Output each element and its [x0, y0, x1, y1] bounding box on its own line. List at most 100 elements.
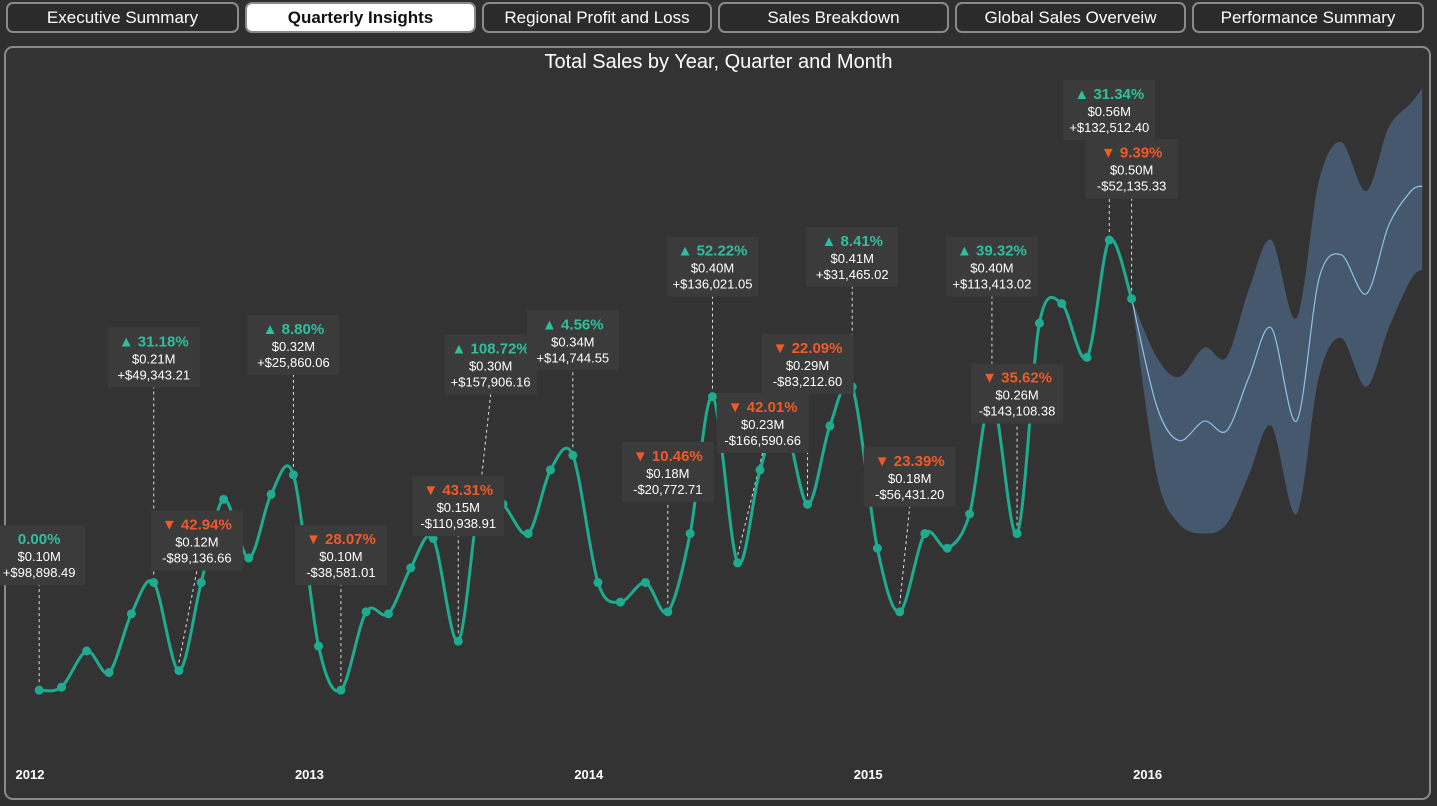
- annotation-value-3: $0.32M: [272, 339, 315, 354]
- tab-executive-summary[interactable]: Executive Summary: [6, 2, 239, 33]
- annotation-delta-12: +$31,465.02: [816, 267, 889, 282]
- annotation-value-5: $0.15M: [437, 500, 480, 515]
- annotation-delta-2: -$89,136.66: [162, 551, 231, 566]
- data-point-8: [219, 494, 229, 504]
- annotation-value-11: $0.29M: [786, 358, 829, 373]
- data-point-10: [266, 489, 276, 499]
- annotation-box-17: [1085, 138, 1178, 199]
- annotation-leader-2: [178, 570, 198, 663]
- tab-performance-summary[interactable]: Performance Summary: [1192, 2, 1424, 33]
- annotation-labels: 0.00%$0.10M+$98,898.49▲ 31.18%$0.21M+$49…: [0, 80, 1178, 586]
- annotation-value-4: $0.10M: [319, 549, 362, 564]
- data-point-39: [942, 543, 952, 553]
- annotation-box-6: [444, 334, 537, 395]
- annotation-value-13: $0.18M: [888, 471, 931, 486]
- annotation-box-14: [945, 236, 1038, 297]
- annotation-delta-6: +$157,906.16: [451, 374, 531, 389]
- data-point-12: [314, 641, 324, 651]
- tab-global-sales-overview[interactable]: Global Sales Overveiw: [955, 2, 1186, 33]
- x-tick-2014: 2014: [574, 767, 604, 782]
- data-point-34: [825, 421, 835, 431]
- annotation-box-0: [0, 525, 86, 586]
- annotation-pct-3: ▲ 8.80%: [263, 321, 325, 338]
- data-point-5: [149, 578, 159, 587]
- annotation-pct-10: ▼ 42.01%: [728, 399, 798, 416]
- chart-title: Total Sales by Year, Quarter and Month: [544, 51, 893, 73]
- annotation-delta-10: -$166,590.66: [724, 433, 801, 448]
- data-point-14: [361, 607, 371, 617]
- annotation-box-7: [526, 310, 619, 371]
- annotation-value-9: $0.40M: [691, 261, 734, 276]
- forecast-line: [1131, 185, 1423, 442]
- data-point-0: [34, 685, 44, 695]
- annotation-delta-5: -$110,938.91: [420, 516, 496, 531]
- data-point-9: [244, 553, 254, 563]
- annotation-box-15: [971, 363, 1064, 424]
- annotation-box-13: [863, 446, 956, 507]
- data-point-28: [685, 529, 695, 539]
- annotation-leader-13: [899, 506, 911, 604]
- annotation-delta-9: +$136,021.05: [673, 277, 753, 292]
- tab-sales-breakdown[interactable]: Sales Breakdown: [718, 2, 949, 33]
- data-point-11: [288, 470, 298, 480]
- annotation-value-0: $0.10M: [17, 549, 60, 564]
- annotation-delta-17: -$52,135.33: [1097, 179, 1166, 194]
- annotation-delta-15: -$143,108.38: [979, 404, 1056, 419]
- annotation-delta-7: +$14,744.55: [537, 350, 610, 365]
- annotation-value-1: $0.21M: [132, 352, 175, 367]
- data-point-15: [383, 609, 393, 619]
- annotation-leader-6: [480, 394, 492, 487]
- annotation-box-4: [294, 525, 387, 586]
- data-point-47: [1127, 294, 1137, 304]
- tab-quarterly-insights[interactable]: Quarterly Insights: [245, 2, 476, 33]
- annotation-box-8: [621, 441, 714, 502]
- annotation-box-11: [761, 334, 854, 395]
- annotation-pct-6: ▲ 108.72%: [452, 340, 530, 357]
- annotation-pct-16: ▲ 31.34%: [1074, 86, 1144, 103]
- annotation-pct-13: ▼ 23.39%: [875, 453, 945, 470]
- annotation-box-16: [1063, 80, 1156, 140]
- data-point-30: [733, 558, 743, 568]
- forecast-band-area: [1131, 88, 1423, 534]
- data-point-24: [593, 578, 603, 587]
- tab-regional-profit-and-loss[interactable]: Regional Profit and Loss: [482, 2, 712, 33]
- data-point-3: [104, 668, 114, 678]
- data-point-37: [895, 607, 905, 617]
- data-point-29: [708, 392, 718, 402]
- annotation-value-8: $0.18M: [646, 466, 689, 481]
- sales-line-path: [38, 237, 1134, 693]
- data-point-33: [803, 499, 813, 509]
- x-tick-2015: 2015: [854, 767, 883, 782]
- annotation-pct-2: ▼ 42.94%: [162, 517, 232, 534]
- annotation-pct-9: ▲ 52.22%: [678, 243, 748, 260]
- data-point-36: [872, 543, 882, 553]
- annotation-delta-0: +$98,898.49: [3, 565, 76, 580]
- data-point-16: [406, 563, 416, 573]
- annotation-value-7: $0.34M: [551, 334, 594, 349]
- data-point-25: [615, 597, 625, 607]
- data-point-26: [640, 578, 650, 587]
- forecast-confidence-band: [1131, 88, 1423, 534]
- annotation-pct-12: ▲ 8.41%: [821, 233, 883, 250]
- annotation-delta-16: +$132,512.40: [1069, 120, 1149, 135]
- annotation-box-9: [666, 236, 759, 297]
- annotation-box-2: [150, 510, 243, 571]
- annotation-box-10: [716, 392, 809, 453]
- annotation-box-12: [806, 226, 899, 287]
- forecast-line-path: [1131, 185, 1423, 442]
- annotation-pct-17: ▼ 9.39%: [1101, 145, 1163, 162]
- annotation-value-12: $0.41M: [831, 251, 874, 266]
- data-point-7: [196, 578, 206, 587]
- annotation-box-3: [247, 314, 340, 375]
- data-point-21: [523, 529, 533, 539]
- data-point-45: [1082, 352, 1092, 362]
- report-page-tabs: Executive Summary Quarterly Insights Reg…: [0, 0, 1437, 40]
- annotation-pct-15: ▼ 35.62%: [982, 370, 1052, 387]
- annotation-pct-11: ▼ 22.09%: [773, 340, 843, 357]
- data-point-38: [920, 529, 930, 539]
- data-point-18: [453, 636, 463, 646]
- annotation-pct-5: ▼ 43.31%: [423, 482, 493, 499]
- annotation-pct-8: ▼ 10.46%: [633, 448, 703, 465]
- data-point-42: [1012, 529, 1022, 539]
- annotation-box-1: [107, 327, 200, 388]
